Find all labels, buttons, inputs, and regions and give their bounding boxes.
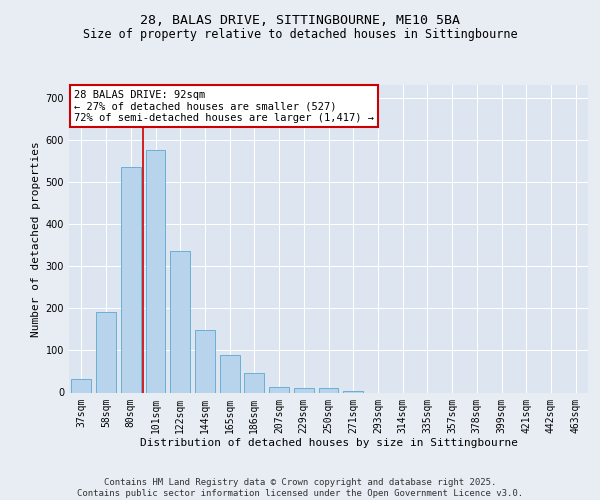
Bar — [96, 312, 116, 392]
Text: 28 BALAS DRIVE: 92sqm
← 27% of detached houses are smaller (527)
72% of semi-det: 28 BALAS DRIVE: 92sqm ← 27% of detached … — [74, 90, 374, 123]
Bar — [244, 372, 264, 392]
Bar — [170, 252, 190, 392]
Bar — [195, 330, 215, 392]
Bar — [71, 378, 91, 392]
Bar — [121, 167, 140, 392]
Text: 28, BALAS DRIVE, SITTINGBOURNE, ME10 5BA: 28, BALAS DRIVE, SITTINGBOURNE, ME10 5BA — [140, 14, 460, 27]
Bar — [220, 356, 239, 393]
Y-axis label: Number of detached properties: Number of detached properties — [31, 141, 41, 336]
Bar — [343, 391, 363, 392]
Text: Size of property relative to detached houses in Sittingbourne: Size of property relative to detached ho… — [83, 28, 517, 41]
Bar — [146, 150, 166, 392]
Text: Contains HM Land Registry data © Crown copyright and database right 2025.
Contai: Contains HM Land Registry data © Crown c… — [77, 478, 523, 498]
Bar — [269, 387, 289, 392]
Bar — [319, 388, 338, 392]
Bar — [294, 388, 314, 392]
X-axis label: Distribution of detached houses by size in Sittingbourne: Distribution of detached houses by size … — [139, 438, 517, 448]
